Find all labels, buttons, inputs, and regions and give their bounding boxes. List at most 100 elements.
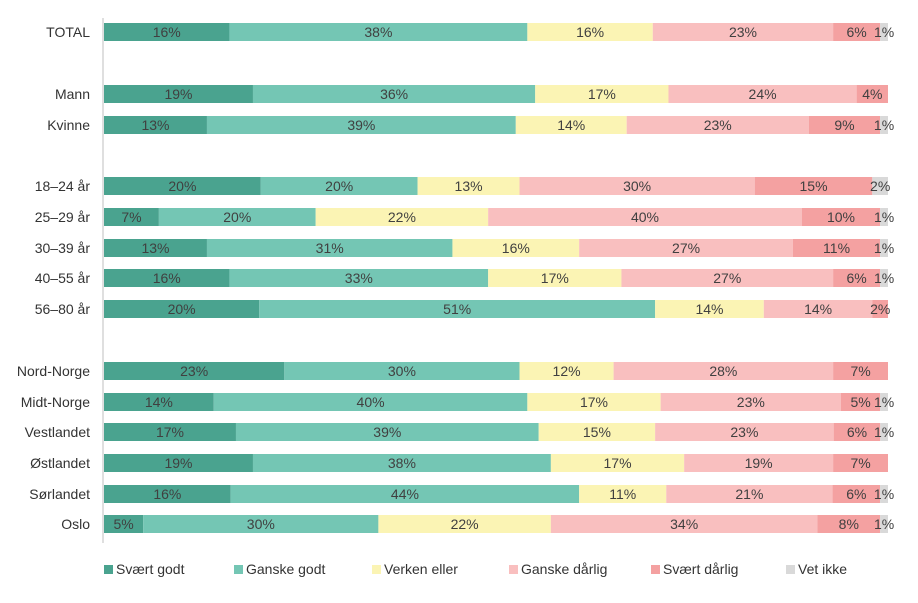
bar-segment — [872, 177, 888, 195]
bar-segment — [550, 454, 685, 472]
data-label: 16% — [502, 240, 530, 256]
data-label: 19% — [745, 455, 773, 471]
category-label: Vestlandet — [25, 424, 90, 440]
data-label: 13% — [455, 178, 483, 194]
bar-segment — [833, 454, 888, 472]
category-label: 56–80 år — [35, 301, 91, 317]
data-label: 1% — [874, 117, 894, 133]
data-label: 28% — [709, 363, 737, 379]
bar-segment — [655, 423, 834, 441]
bar-segment — [626, 116, 809, 134]
bar-row: 18–24 år 20% 20% 13% 30% 15% 2% — [35, 177, 890, 195]
bar-segment — [880, 239, 888, 257]
data-label: 38% — [388, 455, 416, 471]
bar-segment — [104, 515, 144, 533]
data-label: 16% — [153, 24, 181, 40]
bar-segment — [284, 362, 520, 380]
data-label: 14% — [557, 117, 585, 133]
bar-row: 56–80 år 20% 51% 14% 14% 2% — [35, 300, 890, 318]
bar-segment — [104, 23, 230, 41]
data-label: 30% — [247, 516, 275, 532]
bar-segment — [104, 269, 230, 287]
bar-segment — [872, 300, 888, 318]
bar-segment — [817, 515, 881, 533]
category-label: 18–24 år — [35, 178, 91, 194]
bar-segment — [104, 393, 214, 411]
legend: Svært godt Ganske godt Verken eller Ganske … — [104, 561, 847, 577]
data-label: 11% — [823, 240, 850, 256]
data-label: 16% — [576, 24, 604, 40]
bar-segment — [417, 177, 520, 195]
data-label: 1% — [874, 270, 894, 286]
legend-item: Verken eller — [372, 561, 458, 577]
data-label: 13% — [141, 117, 169, 133]
data-label: 17% — [156, 424, 184, 440]
bar-segment — [104, 177, 261, 195]
bar-segment — [652, 23, 834, 41]
bar-segment — [527, 393, 661, 411]
bar-segment — [660, 393, 841, 411]
bar-segment — [668, 85, 857, 103]
bar-segment — [104, 116, 207, 134]
bar-segment — [143, 515, 379, 533]
data-label: 30% — [388, 363, 416, 379]
bar-segment — [856, 85, 888, 103]
data-label: 39% — [373, 424, 401, 440]
data-label: 1% — [874, 24, 894, 40]
category-label: Mann — [55, 86, 90, 102]
data-label: 30% — [623, 178, 651, 194]
legend-item: Ganske dårlig — [509, 561, 607, 577]
bar-segment — [229, 269, 489, 287]
data-label: 19% — [164, 86, 192, 102]
data-label: 39% — [347, 117, 375, 133]
bar-segment — [666, 485, 833, 503]
category-label: 25–29 år — [35, 209, 91, 225]
bar-segment — [613, 362, 834, 380]
data-label: 13% — [141, 240, 169, 256]
category-label: Sørlandet — [29, 486, 90, 502]
data-label: 23% — [730, 424, 758, 440]
bar-segment — [213, 393, 528, 411]
data-label: 1% — [874, 516, 894, 532]
data-label: 2% — [870, 178, 890, 194]
bar-row: Sørlandet 16% 44% 11% 21% 6% 1% — [29, 485, 894, 503]
legend-swatch — [786, 565, 795, 574]
bar-row: Midt-Norge 14% 40% 17% 23% 5% 1% — [21, 393, 894, 411]
data-label: 14% — [804, 301, 832, 317]
legend-swatch — [372, 565, 381, 574]
data-label: 15% — [800, 178, 828, 194]
data-label: 10% — [827, 209, 855, 225]
bar-segment — [880, 393, 888, 411]
bar-segment — [880, 116, 888, 134]
bar-segment — [880, 485, 888, 503]
data-label: 5% — [113, 516, 133, 532]
bar-segment — [808, 116, 881, 134]
bar-segment — [252, 85, 536, 103]
data-label: 1% — [874, 240, 894, 256]
data-label: 7% — [121, 209, 141, 225]
data-label: 1% — [874, 209, 894, 225]
bar-segment — [880, 515, 888, 533]
data-label: 20% — [168, 301, 196, 317]
data-label: 7% — [850, 455, 870, 471]
data-label: 6% — [847, 24, 867, 40]
data-label: 23% — [729, 24, 757, 40]
data-label: 8% — [839, 516, 859, 532]
category-label: 30–39 år — [35, 240, 91, 256]
legend-item: Vet ikke — [786, 561, 847, 577]
data-label: 14% — [695, 301, 723, 317]
data-label: 9% — [834, 117, 854, 133]
bar-segment — [488, 208, 802, 226]
bar-segment — [104, 300, 260, 318]
data-label: 24% — [749, 86, 777, 102]
legend-swatch — [234, 565, 243, 574]
bar-segment — [158, 208, 316, 226]
bar-segment — [104, 454, 253, 472]
data-label: 17% — [541, 270, 569, 286]
data-label: 6% — [847, 424, 867, 440]
bar-segment — [832, 485, 881, 503]
data-label: 16% — [153, 270, 181, 286]
data-label: 31% — [316, 240, 344, 256]
data-label: 14% — [145, 394, 173, 410]
bar-segment — [104, 362, 285, 380]
